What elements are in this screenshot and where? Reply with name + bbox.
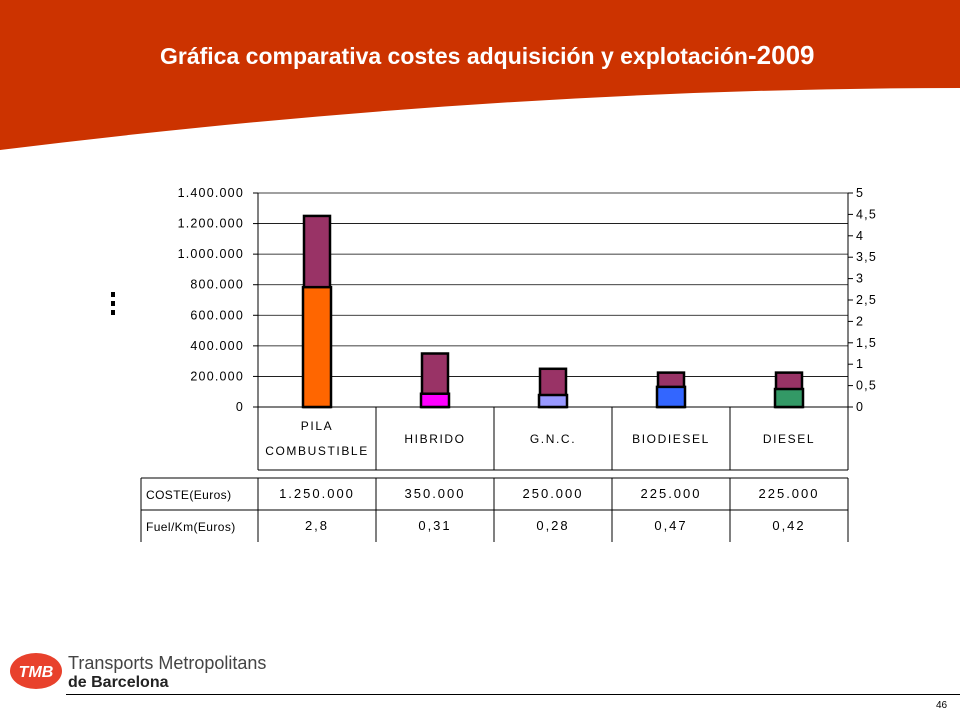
left-axis-tick-label: 200.000 xyxy=(190,369,244,383)
dots-marker xyxy=(111,292,117,319)
table-cell-value: 225.000 xyxy=(759,486,820,501)
table-cell-value: 350.000 xyxy=(405,486,466,501)
right-axis-tick-label: 5 xyxy=(856,186,864,200)
table-cell-value: 0,42 xyxy=(772,518,805,533)
right-axis-tick-label: 3 xyxy=(856,272,864,286)
left-axis-tick-label: 800.000 xyxy=(190,278,244,292)
left-axis-tick-label: 1.200.000 xyxy=(178,217,244,231)
table-cell-value: 2,8 xyxy=(305,518,329,533)
right-axis-tick-label: 1 xyxy=(856,357,864,371)
table-cell-value: 0,47 xyxy=(654,518,687,533)
right-axis-tick-label: 3,5 xyxy=(856,250,877,264)
table-cell-value: 0,28 xyxy=(536,518,569,533)
tmb-logo-badge: TMB xyxy=(10,653,62,689)
right-axis-tick-label: 2 xyxy=(856,314,864,328)
bar-fuel xyxy=(419,392,451,409)
left-axis-tick-label: 400.000 xyxy=(190,339,244,353)
category-label: COMBUSTIBLE xyxy=(265,444,369,458)
left-axis-tick-label: 600.000 xyxy=(190,308,244,322)
right-axis-tick-label: 2,5 xyxy=(856,293,877,307)
footer-divider xyxy=(66,694,960,695)
bar-fuel xyxy=(655,385,687,409)
category-label: DIESEL xyxy=(763,432,815,446)
table-row-label: COSTE(Euros) xyxy=(146,488,231,502)
left-axis-tick-label: 0 xyxy=(236,400,244,414)
right-axis-tick-label: 4,5 xyxy=(856,207,877,221)
category-label: BIODIESEL xyxy=(632,432,710,446)
right-axis-tick-label: 0,5 xyxy=(856,379,877,393)
category-label: G.N.C. xyxy=(530,432,576,446)
bar-fuel xyxy=(537,393,569,409)
table-cell-value: 225.000 xyxy=(641,486,702,501)
page-title: Gráfica comparativa costes adquisición y… xyxy=(160,40,814,71)
page-title-text: Gráfica comparativa costes adquisición y… xyxy=(160,43,748,69)
logo-text-line2: de Barcelona xyxy=(68,674,169,691)
table-cell-value: 1.250.000 xyxy=(279,486,355,501)
right-axis-tick-label: 0 xyxy=(856,400,864,414)
left-axis-tick-label: 1.400.000 xyxy=(178,186,244,200)
table-cell-value: 0,31 xyxy=(418,518,451,533)
bar-fuel xyxy=(773,387,805,409)
svg-text:TMB: TMB xyxy=(19,664,54,681)
logo-text-line1: Transports Metropolitans xyxy=(68,653,267,673)
category-label: PILA xyxy=(301,419,333,433)
page-number: 46 xyxy=(936,700,948,711)
bar-fuel xyxy=(301,285,333,409)
right-axis-tick-label: 1,5 xyxy=(856,336,877,350)
page-title-year: -2009 xyxy=(747,40,815,70)
left-axis-tick-label: 1.000.000 xyxy=(178,247,244,261)
table-row-label: Fuel/Km(Euros) xyxy=(146,520,236,534)
table-cell-value: 250.000 xyxy=(523,486,584,501)
right-axis-tick-label: 4 xyxy=(856,229,864,243)
category-label: HIBRIDO xyxy=(404,432,465,446)
header-band xyxy=(0,0,960,150)
